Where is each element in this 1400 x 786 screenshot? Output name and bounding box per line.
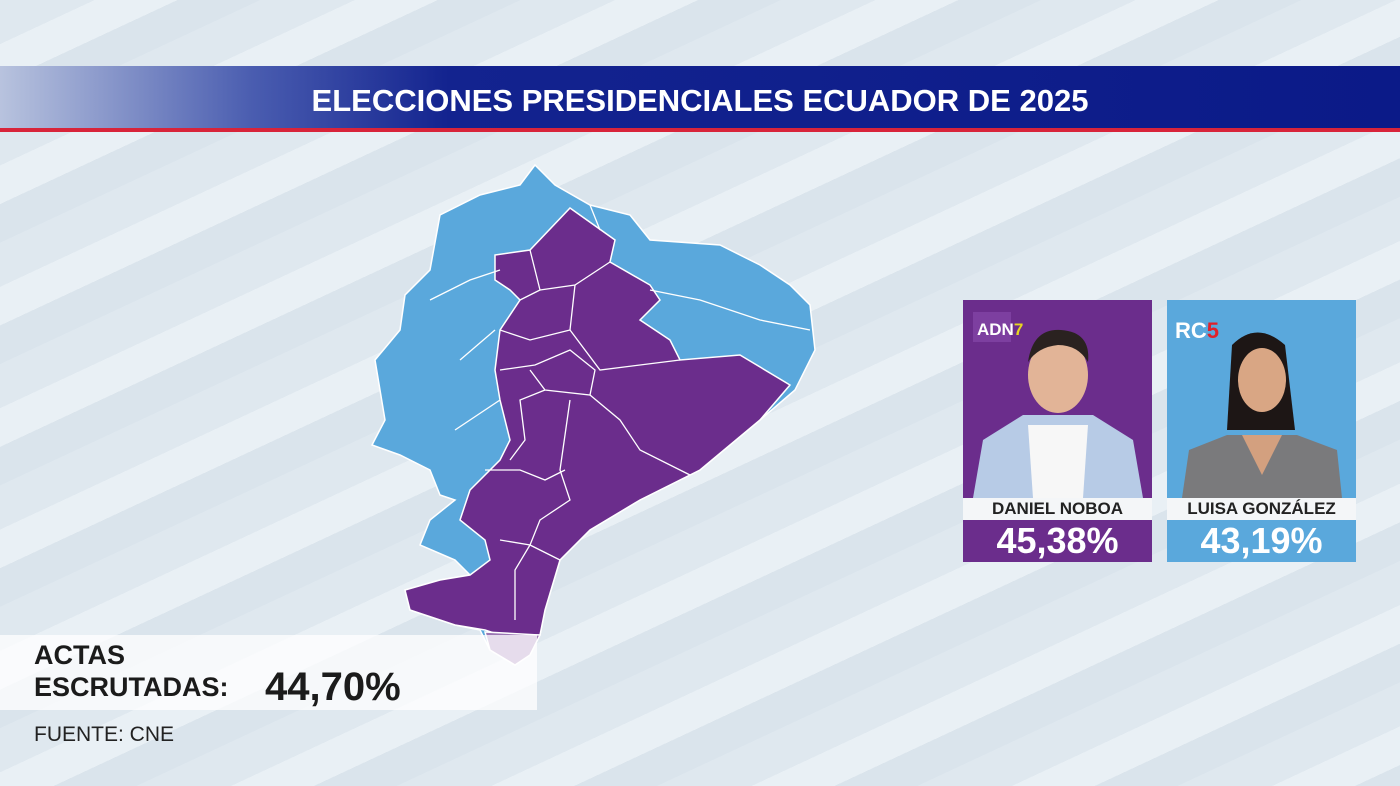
party-logo-rc: RC5 xyxy=(1175,318,1219,343)
page-title: ELECCIONES PRESIDENCIALES ECUADOR DE 202… xyxy=(311,83,1089,118)
actas-label-line2: ESCRUTADAS: xyxy=(34,672,229,702)
party-logo-adn: ADN7 xyxy=(977,320,1023,339)
candidate-name: LUISA GONZÁLEZ xyxy=(1167,498,1356,520)
actas-label-line1: ACTAS xyxy=(34,640,125,670)
candidate-card-noboa: ADN7 DANIEL NOBOA 45,38% xyxy=(963,300,1152,562)
province-borders xyxy=(429,204,811,620)
candidate-name: DANIEL NOBOA xyxy=(963,498,1152,520)
title-banner: ELECCIONES PRESIDENCIALES ECUADOR DE 202… xyxy=(0,66,1400,132)
candidate-percent: 45,38% xyxy=(963,520,1152,562)
actas-escrutadas-panel: ACTAS ESCRUTADAS: 44,70% xyxy=(0,635,537,710)
candidate-percent: 43,19% xyxy=(1167,520,1356,562)
actas-value: 44,70% xyxy=(265,665,401,709)
candidate-card-gonzalez: RC5 LUISA GONZÁLEZ 43,19% xyxy=(1167,300,1356,562)
actas-label: ACTAS ESCRUTADAS: xyxy=(34,639,229,703)
source-label: FUENTE: CNE xyxy=(34,723,175,746)
candidate-photo-noboa: ADN7 xyxy=(973,312,1143,498)
region-noboa xyxy=(404,207,792,636)
ecuador-results-map xyxy=(370,163,816,666)
candidate-photo-gonzalez: RC5 xyxy=(1175,318,1342,498)
